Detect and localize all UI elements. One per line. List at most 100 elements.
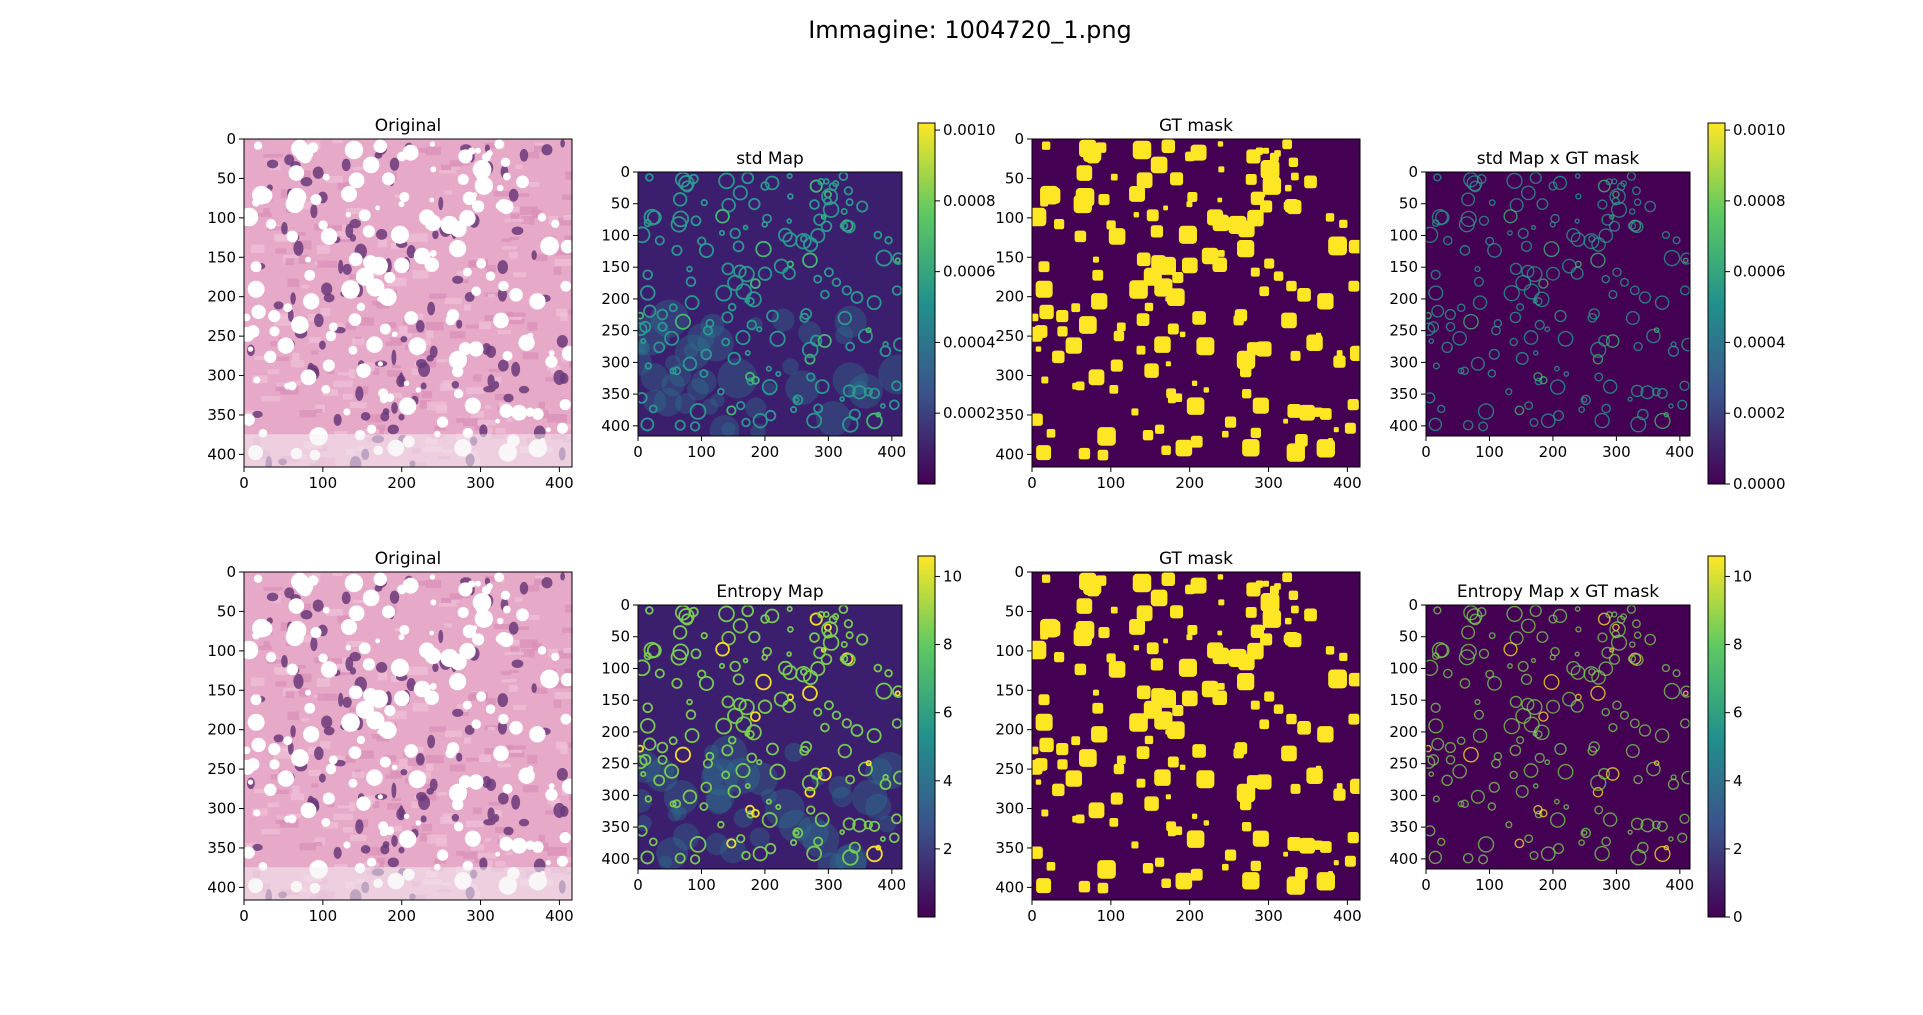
tissue-texture [385, 341, 403, 346]
y-tick-label: 100 [207, 209, 236, 227]
x-tick-label: 100 [1097, 907, 1126, 925]
figure-suptitle: Immagine: 1004720_1.png [808, 16, 1132, 44]
fat-vacuole [474, 147, 481, 154]
uncertainty-ring [1533, 291, 1550, 308]
fat-vacuole [288, 165, 305, 181]
uncertainty-ring [674, 605, 691, 621]
fat-vacuole [495, 418, 501, 424]
uncertainty-ring [674, 419, 686, 431]
nucleus [310, 637, 318, 652]
uncertainty-ring [653, 341, 666, 354]
tissue-texture [412, 269, 429, 279]
y-tick-label: 400 [207, 878, 236, 896]
y-tick-label: 400 [1389, 417, 1418, 435]
uncertainty-ring [1546, 699, 1561, 714]
uncertainty-ring [721, 197, 736, 213]
fat-vacuole [348, 313, 362, 326]
uncertainty-ring [672, 643, 690, 661]
mask-region [1106, 653, 1116, 663]
mask-region [1349, 345, 1360, 362]
tissue-texture [548, 215, 559, 225]
uncertainty-ring [757, 266, 773, 281]
uncertainty-ring [761, 812, 778, 828]
tissue-texture [456, 418, 464, 423]
uncertainty-ring [1597, 632, 1608, 643]
mask-region [1035, 779, 1042, 785]
fat-vacuole [502, 783, 513, 794]
tissue-texture [383, 322, 397, 329]
y-tick-label: 150 [1389, 691, 1418, 709]
mask-region [1036, 445, 1052, 461]
map-texture [831, 786, 853, 808]
tissue-texture [387, 710, 407, 720]
colorbar-frame [917, 122, 936, 485]
tissue-texture [337, 805, 351, 809]
map-texture [834, 325, 854, 345]
uncertainty-ring [1619, 277, 1629, 287]
uncertainty-ring [803, 236, 819, 253]
colorbar-frame [1707, 122, 1726, 485]
uncertainty-ring [1627, 221, 1637, 230]
nucleus [387, 857, 399, 868]
uncertainty-ring [654, 235, 665, 246]
mask-region [1282, 139, 1293, 150]
colorbar-gradient [1708, 556, 1725, 917]
uncertainty-ring [802, 252, 818, 269]
fat-vacuole [481, 152, 491, 162]
tissue-texture [399, 759, 416, 766]
uncertainty-ring [1460, 366, 1469, 376]
uncertainty-ring [1657, 820, 1668, 832]
uncertainty-ring [1466, 608, 1483, 625]
y-tick-label: 200 [601, 723, 630, 741]
tissue-texture [390, 337, 402, 343]
tissue-texture [337, 372, 351, 376]
nucleus [556, 768, 568, 781]
uncertainty-ring [638, 659, 651, 677]
mask-region [1143, 267, 1162, 286]
uncertainty-ring [1661, 230, 1670, 240]
tissue-texture [376, 736, 390, 742]
uncertainty-ring [689, 836, 707, 853]
uncertainty-ring [1591, 670, 1606, 685]
uncertainty-ring [735, 716, 752, 733]
uncertainty-ring [1630, 653, 1644, 667]
nucleus [497, 359, 509, 372]
mask-region [1287, 836, 1302, 851]
uncertainty-ring [685, 709, 697, 720]
tissue-texture [275, 382, 291, 387]
tissue-texture [449, 160, 470, 166]
map-texture [828, 775, 852, 799]
uncertainty-ring [1520, 618, 1536, 634]
nucleus [420, 382, 427, 390]
mask-region [1339, 219, 1348, 229]
fat-vacuole [462, 191, 477, 205]
tissue-texture [504, 218, 524, 223]
map-texture [658, 855, 673, 869]
mask-region [1173, 826, 1183, 836]
nucleus [310, 204, 318, 219]
tissue-texture [538, 834, 545, 843]
nucleus [427, 734, 436, 749]
uncertainty-ring [640, 850, 655, 865]
mask-region [1097, 449, 1109, 461]
uncertainty-ring [1452, 330, 1467, 346]
uncertainty-ring [786, 218, 792, 224]
mask-region [1192, 744, 1206, 758]
uncertainty-ring [1605, 334, 1620, 348]
uncertainty-ring [820, 214, 827, 220]
mask-region [1161, 445, 1171, 456]
mask-region [1297, 288, 1311, 302]
tissue-texture [495, 428, 506, 435]
mask-region [1273, 271, 1284, 281]
map-texture [832, 362, 868, 398]
uncertainty-ring [1437, 404, 1446, 414]
tissue-texture [513, 272, 527, 278]
y-tick-label: 0 [620, 596, 630, 614]
mask-region [1083, 143, 1102, 163]
mask-region [1316, 872, 1335, 891]
uncertainty-ring [1601, 646, 1614, 659]
fat-vacuole [244, 413, 255, 426]
uncertainty-ring [1557, 330, 1574, 347]
uncertainty-ring [1452, 763, 1467, 779]
fat-vacuole [253, 574, 263, 583]
